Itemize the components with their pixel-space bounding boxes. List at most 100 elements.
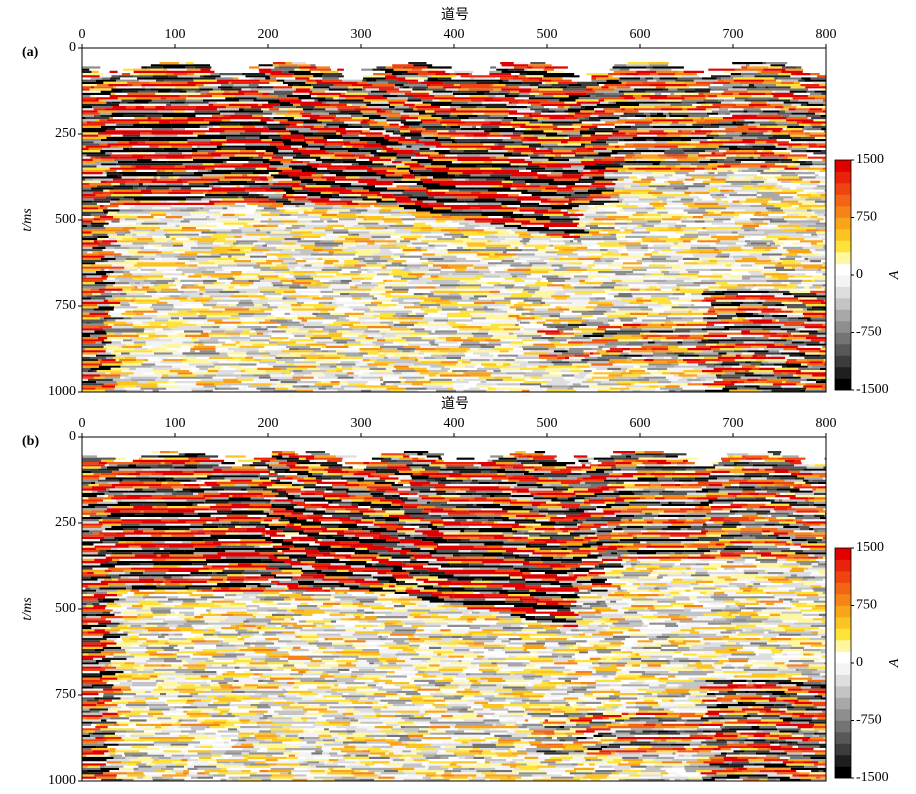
seismic-fill [82,62,826,392]
colorbar-cell [835,732,851,744]
colorbar-cell [835,663,851,675]
x-tick-label: 0 [79,27,86,42]
seismic-fill [82,451,826,779]
x-tick-label: 700 [723,27,744,42]
seismic-fill [82,455,826,781]
y-tick-label: 1000 [48,773,76,788]
colorbar-cell [835,697,851,710]
seismic-image [82,451,826,781]
y-tick-label: 750 [55,298,76,313]
colorbar-cell [835,605,851,618]
seismic-fill [82,62,826,392]
colorbar-cell [835,286,851,299]
x-tick-label: 700 [723,416,744,431]
seismic-fill [82,451,826,779]
seismic-fill [82,451,826,777]
x-axis-label: 道号 [441,396,469,412]
y-axis-label: t/ms [20,208,35,232]
colorbar-cell [835,628,851,641]
colorbar-cell [835,309,851,322]
x-tick-label: 800 [816,27,837,42]
seismic-fill [82,453,826,781]
colorbar-cell [835,321,851,333]
y-tick-label: 500 [55,601,76,616]
panel-label: (a) [22,45,39,60]
y-axis-label: t/ms [20,597,35,621]
colorbar-cell [835,582,851,595]
colorbar-cell [835,240,851,253]
colorbar-cell [835,743,851,756]
x-tick-label: 800 [816,416,837,431]
colorbar-cell [835,674,851,687]
colorbar-cell [835,720,851,733]
colorbar-cell [835,766,851,779]
seismic-fill [82,453,826,777]
colorbar-cell [835,355,851,368]
colorbar-cell [835,206,851,218]
panel-label: (b) [22,434,39,449]
y-tick-label: 0 [69,429,76,444]
y-tick-label: 0 [69,40,76,55]
colorbar-tick-label: 1500 [856,540,884,555]
y-tick-label: 250 [55,515,76,530]
colorbar-cell [835,217,851,230]
y-tick-label: 250 [55,126,76,141]
colorbar-cell [835,275,851,287]
colorbar-cell [835,559,851,572]
x-tick-label: 600 [630,416,651,431]
seismic-fill [82,453,826,781]
x-tick-label: 300 [351,416,372,431]
colorbar-label: A [887,270,902,280]
seismic-fill [82,62,826,392]
x-tick-label: 200 [258,27,279,42]
colorbar-cell [835,171,851,184]
colorbar-tick-label: 750 [856,598,877,613]
colorbar-tick-label: 1500 [856,152,884,167]
colorbar-cell [835,183,851,195]
colorbar-cell [835,617,851,629]
colorbar-cell [835,194,851,207]
colorbar-cell [835,160,851,172]
x-tick-label: 600 [630,27,651,42]
colorbar-cell [835,332,851,345]
x-tick-label: 500 [537,416,558,431]
colorbar-tick-label: -1500 [856,382,889,397]
y-tick-label: 750 [55,687,76,702]
colorbar-label: A [887,658,902,668]
x-tick-label: 500 [537,27,558,42]
colorbar-cell [835,571,851,583]
x-tick-label: 0 [79,416,86,431]
colorbar-cell [835,651,851,664]
colorbar-tick-label: 0 [856,267,863,282]
x-tick-label: 200 [258,416,279,431]
colorbar-tick-label: -1500 [856,770,889,785]
colorbar-cell [835,755,851,767]
colorbar-cell [835,263,851,276]
colorbar-tick-label: -750 [856,713,882,728]
seismic-fill [82,451,826,781]
colorbar-cell [835,548,851,560]
x-tick-label: 300 [351,27,372,42]
colorbar-cell [835,378,851,391]
seismic-fill [82,68,826,392]
x-tick-label: 100 [165,416,186,431]
seismic-fill [82,453,826,781]
colorbar-cell [835,229,851,241]
colorbar-cell [835,367,851,379]
seismic-image [82,62,826,392]
colorbar-cell [835,298,851,310]
seismic-fill [82,451,826,781]
colorbar-tick-label: 750 [856,210,877,225]
colorbar-cell [835,252,851,264]
colorbar-cell [835,344,851,356]
colorbar-tick-label: -750 [856,325,882,340]
colorbar-cell [835,686,851,698]
seismic-fill [82,62,826,392]
colorbar-cell [835,594,851,606]
colorbar-tick-label: 0 [856,655,863,670]
x-tick-label: 100 [165,27,186,42]
colorbar-cell [835,640,851,652]
y-tick-label: 1000 [48,384,76,399]
seismic-fill [82,64,826,392]
